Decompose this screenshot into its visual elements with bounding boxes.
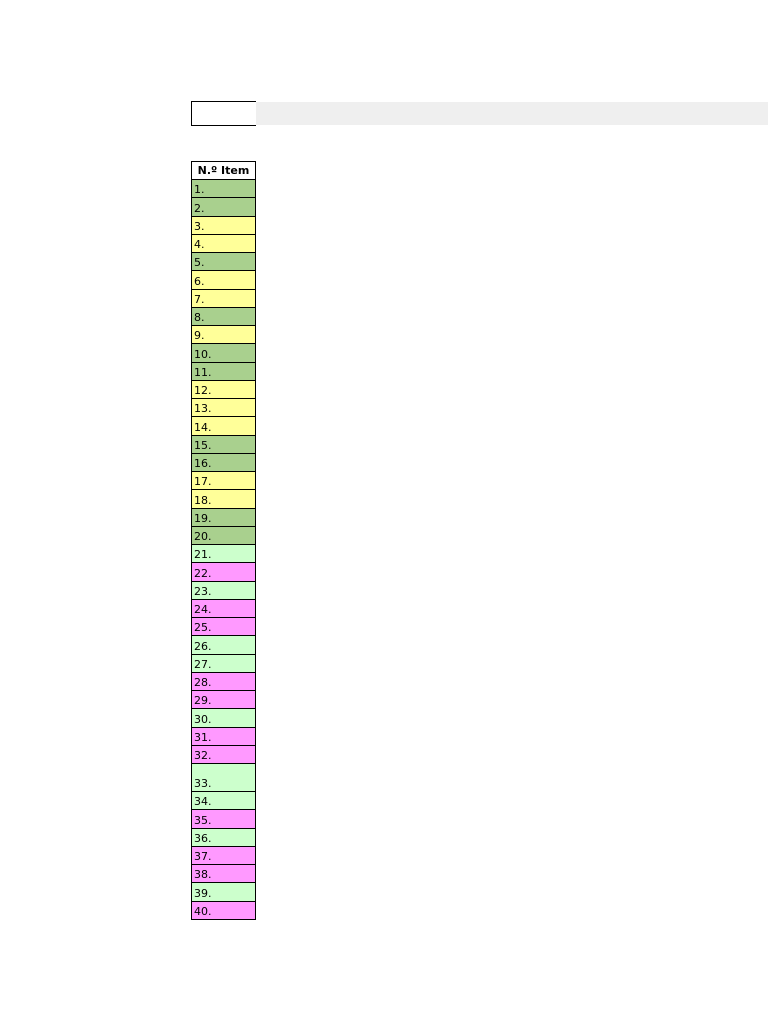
item-cell: 28. — [191, 672, 256, 691]
item-cell: 6. — [191, 271, 256, 290]
item-cell: 38. — [191, 865, 256, 884]
item-cell: 35. — [191, 810, 256, 829]
item-cell: 7. — [191, 289, 256, 308]
item-cell: 23. — [191, 581, 256, 600]
item-cell: 1. — [191, 180, 256, 199]
column-header: N.º Item — [191, 161, 256, 180]
item-cell: 12. — [191, 380, 256, 399]
item-cell: 34. — [191, 792, 256, 811]
item-cell: 30. — [191, 709, 256, 728]
item-cell: 22. — [191, 563, 256, 582]
item-cell: 32. — [191, 745, 256, 764]
item-cell: 16. — [191, 453, 256, 472]
item-cell: 39. — [191, 883, 256, 902]
item-cell: 11. — [191, 362, 256, 381]
name-box — [191, 101, 256, 126]
item-cell: 20. — [191, 526, 256, 545]
item-cell: 5. — [191, 253, 256, 272]
item-cell: 8. — [191, 307, 256, 326]
item-cell: 14. — [191, 417, 256, 436]
item-cell: 33. — [191, 764, 256, 792]
item-cell: 15. — [191, 435, 256, 454]
item-cell: 18. — [191, 490, 256, 509]
item-cell: 31. — [191, 727, 256, 746]
item-cell: 37. — [191, 846, 256, 865]
item-cell: 13. — [191, 399, 256, 418]
item-cell: 24. — [191, 599, 256, 618]
item-cell: 10. — [191, 344, 256, 363]
item-cell: 29. — [191, 691, 256, 710]
item-cell: 3. — [191, 216, 256, 235]
item-cell: 40. — [191, 901, 256, 920]
item-cell: 25. — [191, 618, 256, 637]
item-cell: 4. — [191, 234, 256, 253]
item-cell: 17. — [191, 472, 256, 491]
item-cell: 21. — [191, 545, 256, 564]
item-cell: 36. — [191, 828, 256, 847]
item-cell: 9. — [191, 326, 256, 345]
item-cell: 2. — [191, 198, 256, 217]
item-cell: 26. — [191, 636, 256, 655]
item-cell: 19. — [191, 508, 256, 527]
item-cell: 27. — [191, 654, 256, 673]
formula-bar — [256, 102, 768, 125]
